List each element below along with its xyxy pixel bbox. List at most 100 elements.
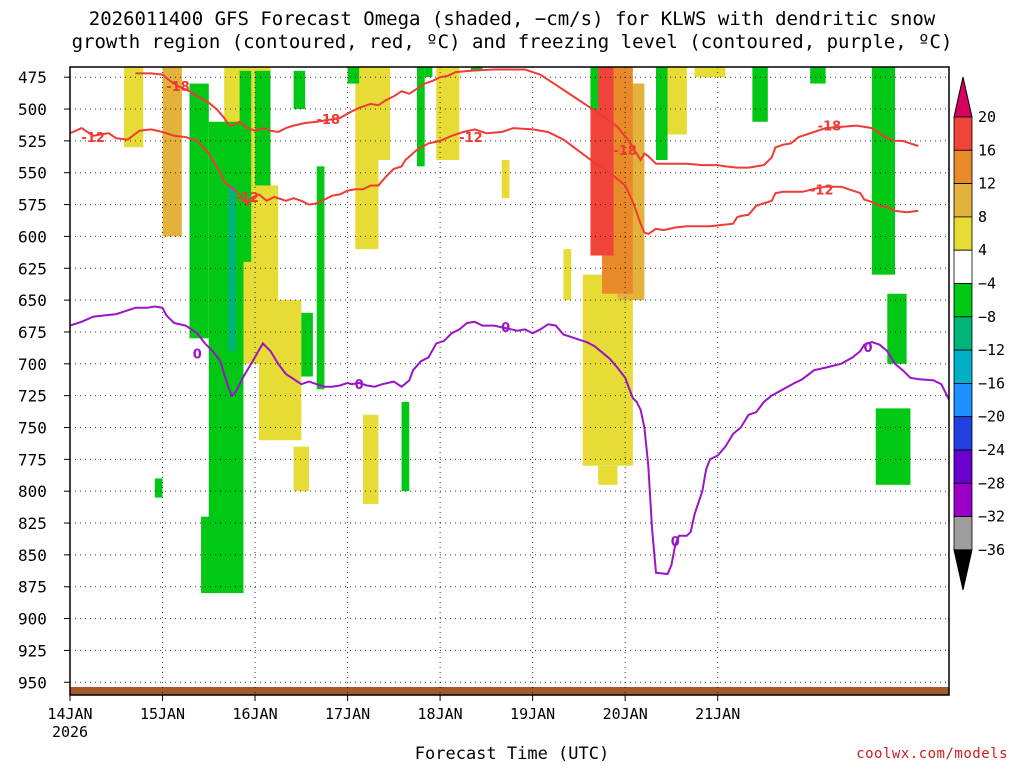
shaded-region (590, 67, 599, 110)
y-tick-label: 650 (18, 291, 47, 310)
y-tick-label: 900 (18, 610, 47, 629)
shaded-region (293, 70, 306, 110)
y-tick-label: 550 (18, 164, 47, 183)
y-tick-label: 700 (18, 355, 47, 374)
shaded-region (316, 166, 325, 390)
shaded-region (501, 159, 510, 199)
shaded-region (810, 67, 826, 84)
shaded-region (301, 312, 313, 377)
contour-label: -12 (459, 131, 483, 146)
shaded-region (378, 67, 390, 160)
x-tick-label: 21JAN (695, 705, 740, 723)
contour-label: 0 (671, 535, 680, 550)
colorbar-tick-label: −12 (978, 341, 1005, 359)
shaded-region (162, 67, 182, 237)
contour-label: -18 (818, 120, 842, 135)
contour-label: -12 (236, 191, 260, 206)
shaded-region (416, 67, 425, 167)
contour-label: 0 (501, 321, 510, 336)
y-tick-label: 825 (18, 514, 47, 533)
colorbar-tick-label: −36 (978, 541, 1005, 559)
x-tick-label: 20JAN (603, 705, 648, 723)
x-tick-label: 16JAN (232, 705, 277, 723)
y-tick-label: 725 (18, 387, 47, 406)
shaded-region (875, 408, 911, 485)
contour-label: -18 (613, 144, 637, 159)
colorbar-segment (953, 283, 973, 318)
colorbar-tick-label: −28 (978, 474, 1005, 492)
colorbar-top-arrow (953, 76, 973, 118)
colorbar-segment (953, 149, 973, 185)
shaded-region (258, 300, 302, 441)
x-axis-label: Forecast Time (UTC) (414, 744, 610, 764)
x-tick-label: 19JAN (510, 705, 555, 723)
surface-band (70, 687, 949, 695)
colorbar-segment (953, 382, 973, 418)
shaded-region (752, 67, 768, 122)
x-tick-label: 15JAN (140, 705, 185, 723)
shaded-region (582, 274, 633, 466)
colorbar-bottom-arrow (953, 549, 973, 591)
y-tick-label: 775 (18, 450, 47, 469)
shaded-region (355, 67, 379, 250)
colorbar-segment (953, 516, 973, 551)
colorbar-tick-label: −24 (978, 441, 1005, 459)
shaded-region (667, 67, 687, 135)
colorbar-tick-label: −4 (978, 275, 996, 293)
colorbar-tick-label: 4 (978, 241, 987, 259)
shaded-region (208, 121, 244, 594)
y-tick-label: 950 (18, 673, 47, 692)
chart-title-line2: growth region (contoured, red, ºC) and f… (71, 31, 953, 53)
shaded-region (871, 67, 896, 275)
colorbar-segment (953, 482, 973, 517)
shaded-region (470, 67, 483, 71)
contour-line--18 (135, 68, 919, 169)
plot-frame (69, 66, 950, 696)
y-tick-label: 475 (18, 68, 47, 87)
colorbar-segment (953, 116, 973, 151)
shaded-region (201, 516, 213, 594)
y-tick-label: 525 (18, 132, 47, 151)
colorbar-tick-label: 16 (978, 141, 996, 159)
colorbar-segment (953, 183, 973, 218)
contour-label: -18 (317, 113, 341, 128)
colorbar-tick-label: 8 (978, 208, 987, 226)
contour-label: 0 (193, 348, 202, 363)
colorbar-segment (953, 449, 973, 484)
y-tick-label: 750 (18, 418, 47, 437)
shaded-region (347, 67, 360, 84)
shaded-region (598, 465, 618, 485)
x-tick-label: 14JAN (47, 705, 92, 723)
contour-label: -12 (810, 183, 834, 198)
shaded-region (656, 67, 668, 160)
y-tick-label: 800 (18, 482, 47, 501)
shaded-region (293, 446, 310, 492)
y-tick-label: 675 (18, 323, 47, 342)
shaded-region (694, 67, 726, 78)
shaded-region (590, 67, 614, 256)
colorbar-tick-label: −32 (978, 508, 1005, 526)
colorbar-segment (953, 416, 973, 451)
colorbar-segment (953, 249, 973, 284)
shaded-region (436, 67, 460, 160)
colorbar-segment (953, 349, 973, 384)
shaded-region (887, 293, 907, 364)
y-tick-label: 600 (18, 227, 47, 246)
y-tick-label: 925 (18, 641, 47, 660)
x-year-label: 2026 (52, 723, 88, 741)
shaded-region (154, 478, 163, 498)
contour-line-0 (70, 305, 949, 576)
contour-label: -18 (166, 80, 190, 95)
contour-label: 0 (864, 341, 873, 356)
shaded-region (563, 249, 572, 301)
x-tick-label: 17JAN (325, 705, 370, 723)
contour-label: 0 (355, 378, 364, 393)
shaded-region (239, 70, 252, 262)
credit-link[interactable]: coolwx.com/models (856, 746, 1008, 762)
colorbar-segment (953, 316, 973, 351)
shaded-region (401, 402, 410, 492)
y-tick-label: 875 (18, 578, 47, 597)
colorbar-tick-label: 20 (978, 108, 996, 126)
shaded-region (424, 67, 433, 78)
y-tick-label: 625 (18, 259, 47, 278)
